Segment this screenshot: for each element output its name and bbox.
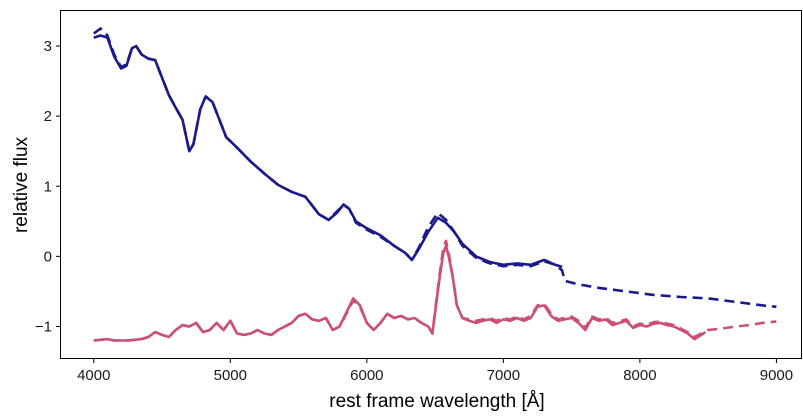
y-tick-label: 0 (44, 248, 52, 265)
series-line-2 (93, 27, 777, 309)
x-tick-label: 4000 (77, 367, 110, 384)
y-tick-label: 2 (44, 108, 52, 125)
x-axis-title: rest frame wavelength [Å] (329, 391, 544, 412)
x-tick-label: 8000 (623, 367, 656, 384)
plot-frame (60, 10, 802, 359)
series-line-4 (93, 239, 777, 342)
x-tick-label: 7000 (487, 367, 520, 384)
series-layer (93, 27, 777, 342)
y-axis: 3 2 1 0 −1 (35, 38, 61, 335)
series-line-3 (93, 244, 707, 342)
y-tick-label: 3 (44, 38, 52, 55)
x-tick-label: 9000 (760, 367, 793, 384)
series-line-1 (93, 34, 563, 269)
y-tick-label: 1 (44, 178, 52, 195)
y-axis-title: relative flux (11, 136, 32, 233)
x-tick-label: 6000 (350, 367, 383, 384)
y-tick-label: −1 (35, 318, 52, 335)
x-tick-label: 5000 (214, 367, 247, 384)
x-axis: 4000 5000 6000 7000 8000 9000 (77, 358, 793, 384)
